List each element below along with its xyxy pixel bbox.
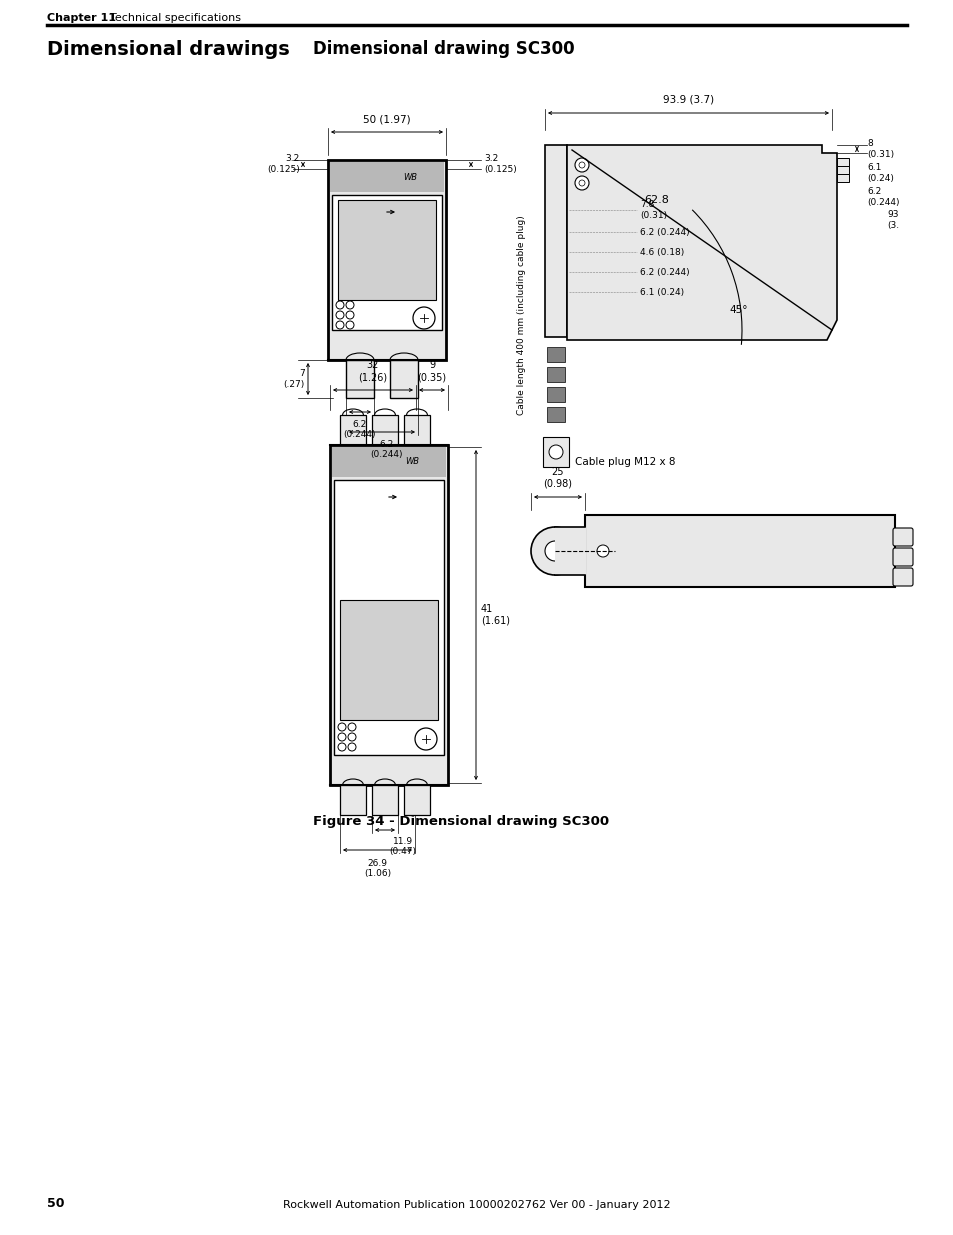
Circle shape xyxy=(348,743,355,751)
Text: 11.9
(0.47): 11.9 (0.47) xyxy=(389,837,416,856)
Text: 6.2
(0.244): 6.2 (0.244) xyxy=(343,420,375,440)
Circle shape xyxy=(597,545,608,557)
Text: 7
(.27): 7 (.27) xyxy=(283,369,305,389)
Text: 62.8: 62.8 xyxy=(644,195,669,205)
Circle shape xyxy=(578,162,584,168)
Text: 6.2 (0.244): 6.2 (0.244) xyxy=(639,268,689,277)
Text: WB: WB xyxy=(403,173,417,182)
Bar xyxy=(372,206,384,219)
Bar xyxy=(335,510,344,516)
Bar xyxy=(330,162,443,191)
Text: 6.2
(0.244): 6.2 (0.244) xyxy=(371,440,403,459)
Text: 4.6 (0.18): 4.6 (0.18) xyxy=(639,247,683,257)
Text: WB: WB xyxy=(405,457,419,467)
Circle shape xyxy=(337,722,346,731)
Text: 3.2
(0.125): 3.2 (0.125) xyxy=(483,154,517,174)
Bar xyxy=(346,359,374,398)
Circle shape xyxy=(346,321,354,329)
Text: Dimensional drawings: Dimensional drawings xyxy=(47,40,290,59)
Bar xyxy=(372,785,397,815)
Text: 32
(1.26): 32 (1.26) xyxy=(358,361,387,382)
Bar xyxy=(334,205,341,211)
Bar xyxy=(330,445,448,785)
Bar xyxy=(403,785,430,815)
Text: 26.9
(1.06): 26.9 (1.06) xyxy=(363,860,391,878)
Text: Cable plug M12 x 8: Cable plug M12 x 8 xyxy=(575,457,675,467)
FancyBboxPatch shape xyxy=(892,548,912,566)
Bar xyxy=(334,480,443,755)
Bar xyxy=(335,480,344,487)
Text: 50: 50 xyxy=(47,1197,65,1210)
Text: 93
(3.: 93 (3. xyxy=(886,210,898,230)
Text: Rockwell Automation Publication 10000202762 Ver 00 - January 2012: Rockwell Automation Publication 10000202… xyxy=(283,1200,670,1210)
Bar xyxy=(335,490,344,496)
Circle shape xyxy=(346,311,354,319)
Circle shape xyxy=(415,727,436,750)
Text: Cable length 400 mm (including cable plug): Cable length 400 mm (including cable plu… xyxy=(517,215,526,415)
Bar xyxy=(339,785,366,815)
Circle shape xyxy=(348,734,355,741)
Bar xyxy=(334,195,341,201)
Bar xyxy=(836,174,848,182)
Text: 50 (1.97): 50 (1.97) xyxy=(363,115,411,125)
Circle shape xyxy=(544,541,564,561)
Circle shape xyxy=(335,301,344,309)
Text: 6.2
(0.244): 6.2 (0.244) xyxy=(866,188,899,206)
FancyBboxPatch shape xyxy=(892,568,912,585)
Bar xyxy=(337,200,436,300)
Text: 8
(0.31): 8 (0.31) xyxy=(866,140,893,159)
Text: Chapter 11: Chapter 11 xyxy=(47,14,116,23)
Text: Technical specifications: Technical specifications xyxy=(110,14,241,23)
Text: 3.2
(0.125): 3.2 (0.125) xyxy=(267,154,299,174)
Text: 93.9 (3.7): 93.9 (3.7) xyxy=(662,95,713,105)
Text: 25
(0.98): 25 (0.98) xyxy=(543,467,572,489)
Text: Dimensional drawing SC300: Dimensional drawing SC300 xyxy=(313,40,574,58)
Circle shape xyxy=(346,301,354,309)
Circle shape xyxy=(337,734,346,741)
Circle shape xyxy=(548,445,562,459)
Bar xyxy=(390,359,417,398)
Bar xyxy=(546,347,564,362)
FancyBboxPatch shape xyxy=(892,529,912,546)
Bar xyxy=(546,367,564,382)
Circle shape xyxy=(531,527,578,576)
Text: 6.1
(0.24): 6.1 (0.24) xyxy=(866,163,893,183)
Bar xyxy=(836,158,848,165)
Bar xyxy=(334,215,341,221)
Bar xyxy=(374,492,386,503)
Text: 45°: 45° xyxy=(728,305,747,315)
Circle shape xyxy=(575,177,588,190)
Bar xyxy=(542,437,568,467)
Text: Figure 34 - Dimensional drawing SC300: Figure 34 - Dimensional drawing SC300 xyxy=(313,815,608,827)
Bar xyxy=(335,500,344,506)
Bar xyxy=(546,387,564,403)
Bar xyxy=(555,527,585,576)
Bar xyxy=(328,161,446,359)
Bar xyxy=(544,144,566,337)
Polygon shape xyxy=(566,144,836,340)
Circle shape xyxy=(575,158,588,172)
Bar xyxy=(546,408,564,422)
Bar xyxy=(403,415,430,445)
Text: 7.8
(0.31): 7.8 (0.31) xyxy=(639,200,666,220)
Bar xyxy=(372,415,397,445)
Text: 9
(0.35): 9 (0.35) xyxy=(417,361,446,382)
Text: 6.1 (0.24): 6.1 (0.24) xyxy=(639,288,683,296)
Bar xyxy=(334,225,341,231)
Circle shape xyxy=(413,308,435,329)
Bar xyxy=(339,600,437,720)
Circle shape xyxy=(335,321,344,329)
Bar xyxy=(339,415,366,445)
Bar xyxy=(332,195,441,330)
Circle shape xyxy=(578,180,584,186)
Text: 6.2 (0.244): 6.2 (0.244) xyxy=(639,227,689,236)
Circle shape xyxy=(348,722,355,731)
Bar xyxy=(836,165,848,174)
Circle shape xyxy=(337,743,346,751)
Bar xyxy=(584,515,894,587)
Circle shape xyxy=(335,311,344,319)
Bar xyxy=(332,447,446,477)
Text: 41
(1.61): 41 (1.61) xyxy=(480,604,510,626)
